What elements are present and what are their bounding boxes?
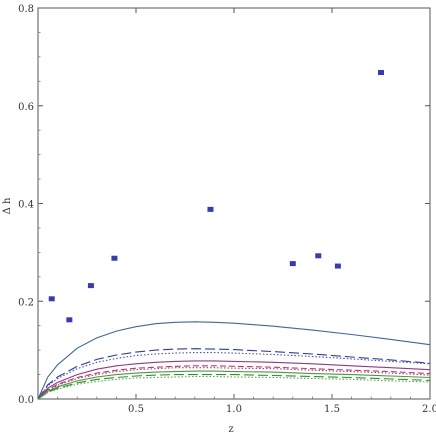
data-point — [111, 255, 118, 261]
plot-border — [37, 7, 431, 400]
ticks-layer: 0.5 1.0 1.5 2.0 0.0 0.2 0.4 0.6 0.8 — [18, 4, 436, 415]
data-point — [207, 206, 214, 212]
curve-8 — [37, 374, 431, 400]
x-tick-label: 1.5 — [324, 404, 340, 415]
x-tick-label: 1.0 — [226, 404, 242, 415]
curve-5 — [37, 365, 431, 400]
curve-1 — [37, 321, 431, 400]
data-point — [289, 261, 296, 267]
y-tick-label: 0.6 — [18, 102, 34, 113]
x-axis-label: z — [228, 424, 233, 435]
data-point — [48, 296, 55, 302]
data-point — [66, 317, 73, 323]
data-point — [87, 283, 94, 289]
y-tick-label: 0.2 — [18, 297, 34, 308]
curve-7 — [37, 370, 431, 400]
curve-4 — [37, 360, 431, 400]
y-tick-label: 0.0 — [18, 395, 34, 406]
curve-3 — [37, 352, 431, 400]
points-layer — [48, 70, 384, 323]
curve-2 — [37, 348, 431, 400]
curves-layer — [37, 321, 431, 400]
x-tick-label: 0.5 — [128, 404, 144, 415]
y-axis-label: Δ h — [2, 197, 13, 214]
y-tick-label: 0.8 — [18, 4, 34, 15]
data-point — [315, 253, 322, 259]
plot-frame — [37, 7, 431, 400]
data-point — [378, 70, 384, 76]
x-tick-label: 2.0 — [422, 404, 436, 415]
data-point — [334, 263, 341, 269]
y-tick-label: 0.4 — [18, 200, 34, 211]
curve-6 — [37, 367, 431, 400]
curve-9 — [37, 375, 431, 400]
